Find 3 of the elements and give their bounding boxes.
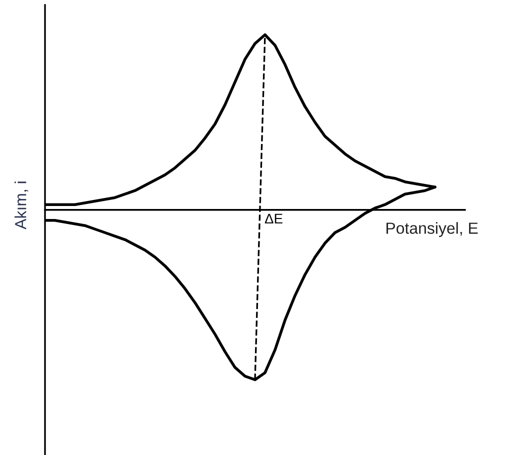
x-axis-title: Potansiyel, E xyxy=(386,222,478,238)
y-axis-title: Akım, i xyxy=(14,182,28,230)
annotation: ΔE xyxy=(264,214,282,224)
